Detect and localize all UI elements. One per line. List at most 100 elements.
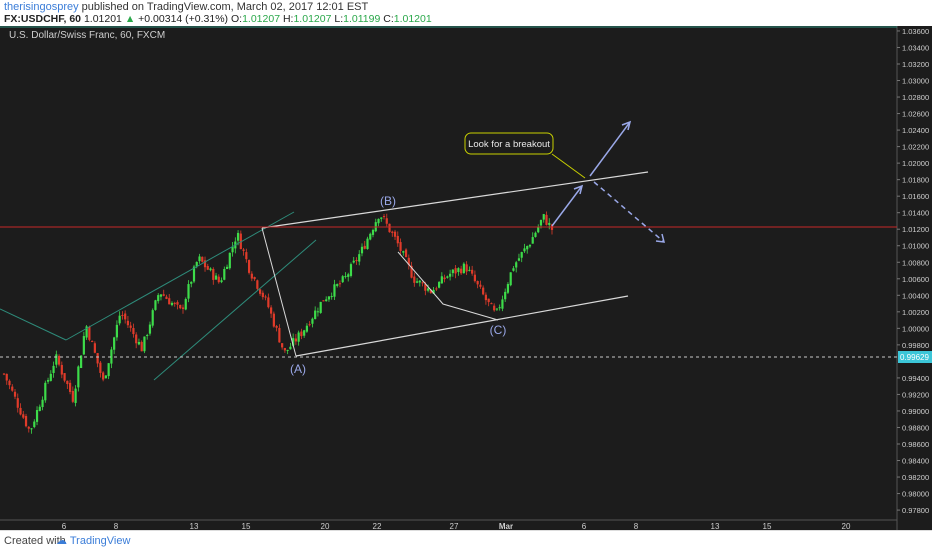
candle-down (264, 296, 267, 298)
candle-up (35, 410, 39, 422)
candle-up (190, 281, 193, 284)
candle-down (493, 305, 496, 311)
candle-up (495, 308, 499, 310)
x-tick-label: 15 (242, 522, 251, 530)
candle-up (449, 273, 452, 277)
y-tick-label: 1.00200 (902, 308, 929, 317)
candle-down (8, 380, 11, 386)
candle-down (71, 390, 74, 402)
candle-down (388, 223, 391, 233)
x-tick-label: 13 (190, 522, 199, 530)
candle-down (294, 338, 297, 342)
candle-up (143, 336, 146, 352)
candle-up (512, 268, 515, 271)
price-chart[interactable]: U.S. Dollar/Swiss Franc, 60, FXCM 1.0360… (0, 26, 932, 531)
candle-down (363, 245, 366, 249)
author-link[interactable]: therisingosprey (4, 1, 79, 13)
candle-up (33, 421, 36, 428)
candle-down (399, 242, 402, 251)
candle-down (88, 326, 91, 340)
up-arrow-icon: ▲ (124, 13, 136, 25)
candle-down (355, 260, 358, 262)
candle-up (537, 226, 540, 233)
candle-up (330, 296, 333, 298)
candle-down (173, 302, 176, 304)
y-tick-label: 1.03000 (902, 77, 929, 86)
candle-up (418, 280, 421, 283)
candle-up (311, 318, 314, 324)
candle-up (192, 266, 196, 282)
candle-down (270, 307, 273, 314)
tradingview-logo[interactable]: ☁ TradingView (56, 535, 131, 547)
y-tick-label: 1.03400 (902, 43, 929, 52)
candle-up (526, 246, 529, 250)
price-marker: 0.99629 (898, 351, 932, 363)
symbol-label: FX:USDCHF, 60 (4, 13, 82, 25)
candle-down (5, 373, 8, 381)
chart-area[interactable]: U.S. Dollar/Swiss Franc, 60, FXCM 1.0360… (0, 26, 932, 531)
y-tick-label: 0.98600 (902, 440, 929, 449)
candle-down (429, 289, 432, 293)
candle-up (462, 263, 465, 274)
candle-up (195, 261, 198, 267)
last-price: 1.01201 (83, 13, 122, 25)
candle-up (110, 349, 113, 364)
candle-up (85, 326, 88, 338)
candle-up (432, 289, 435, 294)
candle-down (391, 231, 394, 233)
candle-down (300, 331, 303, 337)
candle-up (371, 229, 375, 235)
y-tick-label: 1.02600 (902, 110, 929, 119)
tradingview-brand: TradingView (69, 535, 131, 547)
candle-up (506, 284, 510, 293)
callout-text: Look for a breakout (468, 139, 550, 150)
candle-up (358, 254, 361, 262)
candle-down (424, 283, 427, 291)
candle-down (201, 256, 204, 262)
candle-up (377, 218, 380, 224)
y-tick-label: 1.01400 (902, 209, 929, 218)
candle-down (253, 277, 256, 280)
candle-up (107, 363, 110, 377)
publish-line: therisingosprey published on TradingView… (4, 1, 368, 13)
candle-down (203, 260, 207, 268)
price-change: +0.00314 (+0.31%) (138, 13, 229, 25)
x-tick-label: 6 (62, 522, 67, 530)
y-tick-label: 1.00000 (902, 324, 929, 333)
y-tick-label: 0.98400 (902, 457, 929, 466)
candle-up (515, 262, 518, 268)
candle-down (393, 231, 397, 237)
candle-up (80, 355, 83, 368)
candle-up (523, 248, 526, 252)
candle-down (487, 298, 490, 303)
y-tick-label: 0.99200 (902, 390, 929, 399)
candle-down (124, 313, 127, 320)
symbol-line: FX:USDCHF, 60 1.01201 ▲ +0.00314 (+0.31%… (4, 13, 432, 25)
candle-up (104, 375, 107, 379)
candle-down (165, 296, 168, 299)
candle-up (44, 382, 47, 401)
candle-up (402, 251, 405, 253)
candle-down (245, 252, 248, 260)
candle-up (55, 354, 58, 365)
candle-down (410, 265, 413, 278)
y-tick-label: 1.02800 (902, 93, 929, 102)
chart-title: U.S. Dollar/Swiss Franc, 60, FXCM (9, 30, 165, 41)
price-axis[interactable] (897, 26, 932, 530)
wave-a-leg (261, 227, 297, 357)
candle-down (126, 320, 130, 326)
candle-down (140, 341, 143, 352)
candle-up (115, 324, 119, 338)
candle-up (38, 406, 41, 411)
candle-up (157, 295, 160, 302)
candle-down (22, 414, 25, 418)
candle-down (96, 353, 99, 364)
candle-up (146, 334, 149, 337)
candle-down (413, 276, 416, 283)
candle-down (322, 300, 325, 302)
candle-up (314, 310, 317, 320)
candle-up (319, 301, 322, 313)
y-tick-label: 1.01200 (902, 225, 929, 234)
x-tick-label: 13 (711, 522, 720, 530)
candle-down (338, 283, 342, 285)
